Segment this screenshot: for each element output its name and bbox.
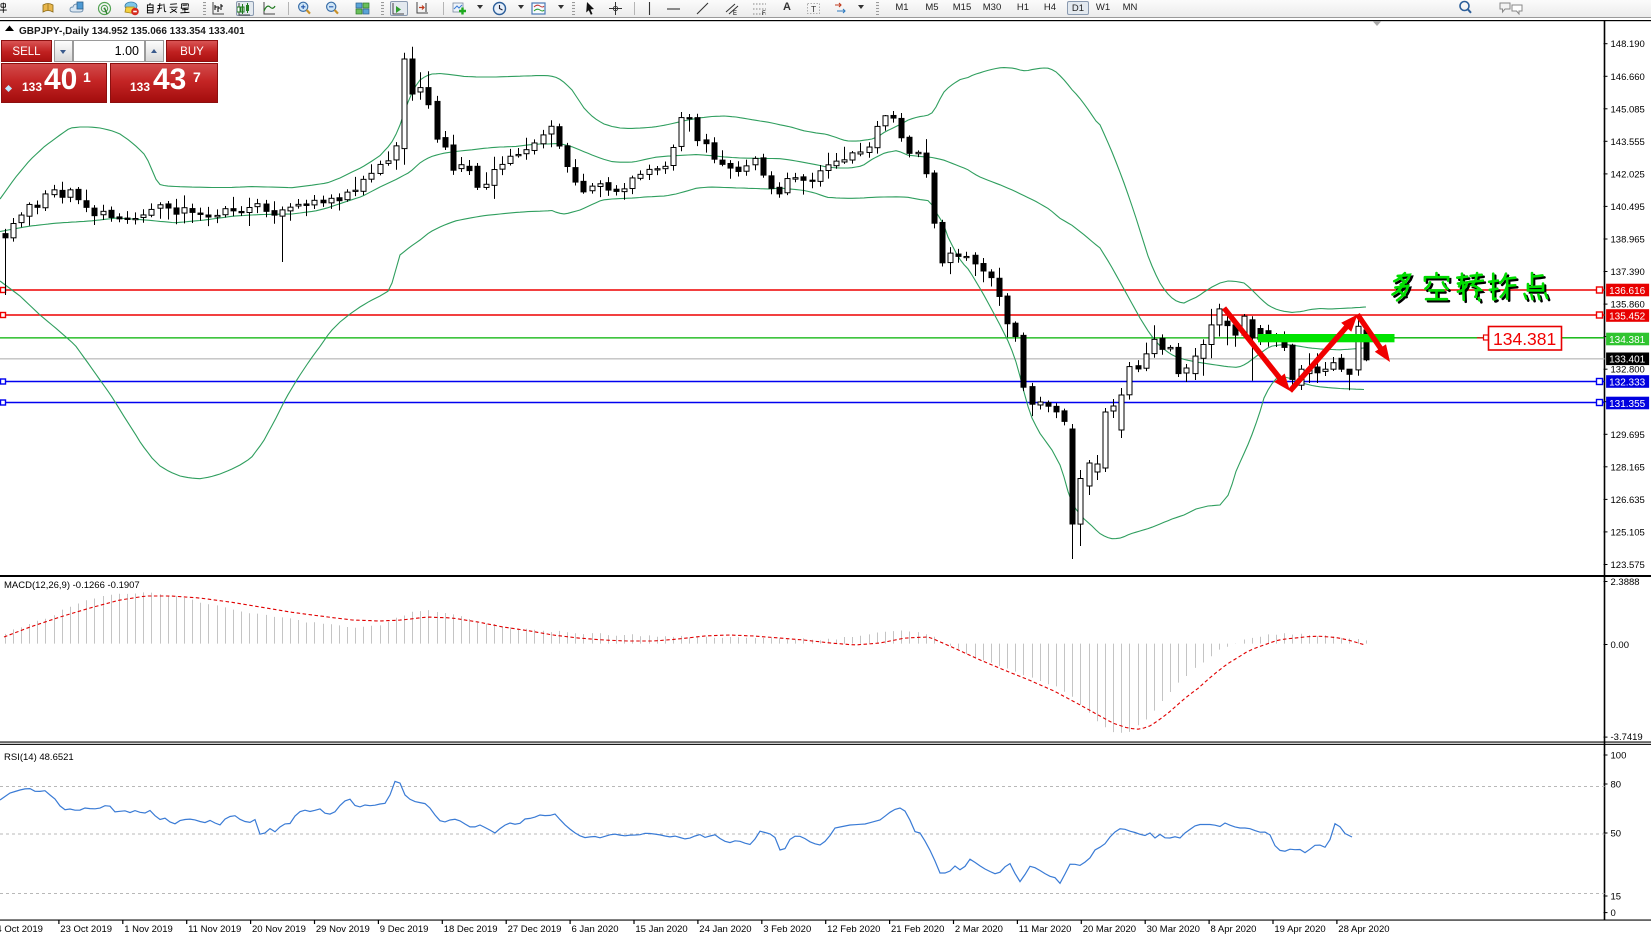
svg-text:134.381: 134.381 [1493, 329, 1556, 349]
svg-text:20 Nov 2019: 20 Nov 2019 [252, 924, 306, 935]
svg-text:140.495: 140.495 [1611, 202, 1645, 213]
svg-text:30 Mar 2020: 30 Mar 2020 [1147, 924, 1200, 935]
svg-text:146.660: 146.660 [1611, 72, 1645, 83]
svg-text:132.800: 132.800 [1611, 365, 1645, 376]
svg-text:11 Mar 2020: 11 Mar 2020 [1019, 924, 1072, 935]
svg-text:2.3888: 2.3888 [1611, 577, 1640, 588]
svg-text:123.575: 123.575 [1611, 560, 1645, 571]
svg-text:15: 15 [1611, 892, 1622, 903]
svg-text:138.965: 138.965 [1611, 235, 1645, 246]
svg-text:50: 50 [1611, 829, 1622, 840]
svg-text:133.401: 133.401 [1609, 355, 1646, 366]
svg-text:23 Oct 2019: 23 Oct 2019 [60, 924, 112, 935]
svg-text:27 Dec 2019: 27 Dec 2019 [508, 924, 562, 935]
svg-text:GBPJPY-,Daily 134.952 135.066: GBPJPY-,Daily 134.952 135.066 133.354 13… [19, 26, 245, 37]
svg-text:143.555: 143.555 [1611, 137, 1645, 148]
svg-text:19 Apr 2020: 19 Apr 2020 [1274, 924, 1325, 935]
svg-text:136.616: 136.616 [1609, 286, 1646, 297]
svg-text:24 Jan 2020: 24 Jan 2020 [699, 924, 751, 935]
svg-text:0: 0 [1611, 908, 1616, 919]
svg-text:148.190: 148.190 [1611, 39, 1645, 50]
svg-text:12 Feb 2020: 12 Feb 2020 [827, 924, 880, 935]
svg-text:80: 80 [1611, 780, 1622, 791]
svg-text:100: 100 [1611, 751, 1627, 762]
svg-text:18 Dec 2019: 18 Dec 2019 [444, 924, 498, 935]
svg-text:3 Feb 2020: 3 Feb 2020 [763, 924, 811, 935]
svg-text:2 Mar 2020: 2 Mar 2020 [955, 924, 1003, 935]
svg-text:29 Nov 2019: 29 Nov 2019 [316, 924, 370, 935]
svg-text:135.860: 135.860 [1611, 300, 1645, 311]
svg-text:20 Mar 2020: 20 Mar 2020 [1083, 924, 1136, 935]
svg-text:E: E [733, 11, 737, 16]
svg-text:MACD(12,26,9) -0.1266 -0.1907: MACD(12,26,9) -0.1266 -0.1907 [4, 580, 140, 591]
svg-text:135.452: 135.452 [1609, 311, 1646, 322]
svg-text:0.00: 0.00 [1611, 640, 1630, 651]
svg-text:28 Apr 2020: 28 Apr 2020 [1338, 924, 1389, 935]
svg-text:F: F [762, 11, 766, 16]
svg-text:1 Nov 2019: 1 Nov 2019 [124, 924, 173, 935]
svg-text:9 Dec 2019: 9 Dec 2019 [380, 924, 429, 935]
svg-text:21 Feb 2020: 21 Feb 2020 [891, 924, 944, 935]
svg-text:137.390: 137.390 [1611, 267, 1645, 278]
svg-text:RSI(14) 48.6521: RSI(14) 48.6521 [4, 752, 74, 763]
svg-text:142.025: 142.025 [1611, 169, 1645, 180]
svg-text:125.105: 125.105 [1611, 527, 1645, 538]
svg-text:134.381: 134.381 [1609, 335, 1646, 346]
svg-text:-3.7419: -3.7419 [1611, 732, 1643, 743]
svg-text:129.695: 129.695 [1611, 430, 1645, 441]
svg-text:15 Jan 2020: 15 Jan 2020 [635, 924, 687, 935]
svg-text:11 Nov 2019: 11 Nov 2019 [188, 924, 241, 935]
svg-text:145.085: 145.085 [1611, 104, 1645, 115]
svg-text:T: T [811, 4, 816, 14]
svg-text:126.635: 126.635 [1611, 495, 1645, 506]
svg-text:6 Jan 2020: 6 Jan 2020 [572, 924, 619, 935]
svg-text:4 Oct 2019: 4 Oct 2019 [0, 924, 43, 935]
svg-text:131.355: 131.355 [1609, 399, 1646, 410]
svg-text:8 Apr 2020: 8 Apr 2020 [1211, 924, 1257, 935]
svg-text:128.165: 128.165 [1611, 462, 1645, 473]
svg-text:132.333: 132.333 [1609, 377, 1646, 388]
